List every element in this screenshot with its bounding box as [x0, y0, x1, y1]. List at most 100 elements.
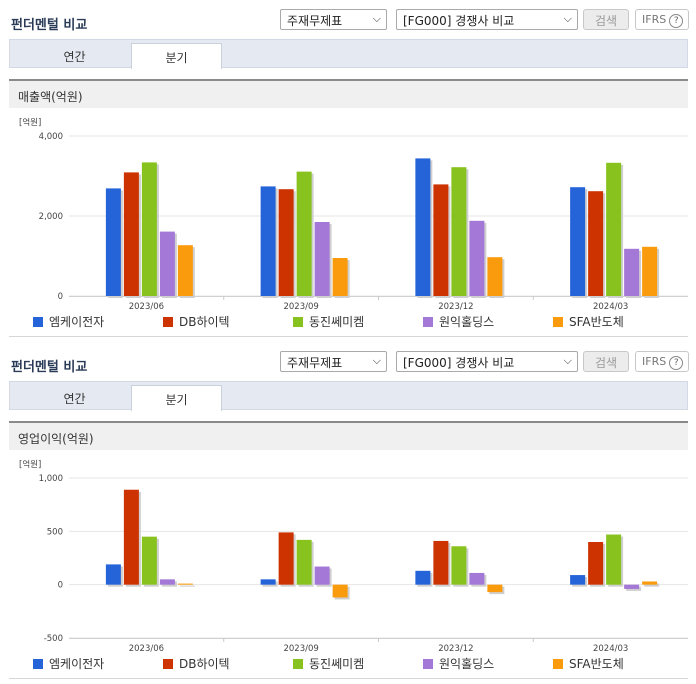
y-tick-label: 4,000: [39, 132, 63, 142]
fundamental-section-1: 펀더멘털 비교 주재무제표 ⌵ [FG000] 경쟁사 비교 ⌵ 검색 IFRS? …: [9, 9, 689, 337]
legend-item[interactable]: DB하이텍: [163, 655, 230, 672]
bar[interactable]: [415, 158, 431, 296]
section-title: 펀더멘털 비교: [11, 360, 88, 375]
x-tick-label: 2023/06: [129, 302, 164, 310]
unit-label: [억원]: [19, 459, 41, 470]
tab-annual[interactable]: 연간: [63, 392, 86, 406]
legend-item[interactable]: SFA반도체: [553, 655, 624, 672]
legend-label: 원익홀딩스: [439, 657, 495, 671]
x-tick-label: 2023/09: [283, 302, 318, 310]
x-tick-label: 2023/09: [283, 644, 318, 652]
legend-swatch: [163, 659, 173, 669]
bar[interactable]: [606, 534, 622, 585]
legend-swatch: [163, 317, 173, 327]
bar[interactable]: [415, 570, 431, 585]
tab-annual[interactable]: 연간: [63, 50, 86, 64]
legend-label: 엠케이전자: [49, 315, 105, 329]
bar[interactable]: [487, 257, 503, 296]
bar[interactable]: [177, 245, 193, 296]
legend-item[interactable]: 원익홀딩스: [423, 313, 494, 330]
bar[interactable]: [105, 188, 121, 296]
legend-label: 원익홀딩스: [439, 315, 495, 329]
bar[interactable]: [177, 583, 193, 585]
legend-item[interactable]: 엠케이전자: [33, 655, 104, 672]
bar[interactable]: [469, 572, 485, 585]
legend-item[interactable]: 동진쎄미켐: [293, 313, 364, 330]
legend-item[interactable]: SFA반도체: [553, 313, 624, 330]
y-tick-label: 0: [58, 581, 63, 591]
bar[interactable]: [624, 248, 640, 296]
bar[interactable]: [451, 167, 467, 296]
bar[interactable]: [642, 246, 658, 296]
chevron-down-icon: ⌵: [372, 12, 381, 25]
bar[interactable]: [296, 171, 312, 296]
legend-swatch: [293, 659, 303, 669]
bar[interactable]: [260, 186, 276, 296]
bar[interactable]: [588, 542, 604, 585]
chart-legend: 엠케이전자 DB하이텍 동진쎄미켐 원익홀딩스 SFA반도체: [9, 653, 688, 673]
bar[interactable]: [451, 546, 467, 585]
bar[interactable]: [570, 575, 586, 585]
chevron-down-icon: ⌵: [563, 354, 572, 367]
chart-legend: 엠케이전자 DB하이텍 동진쎄미켐 원익홀딩스 SFA반도체: [9, 311, 688, 331]
x-tick-label: 2023/06: [129, 644, 164, 652]
bar[interactable]: [433, 184, 449, 296]
statement-type-select[interactable]: 주재무제표 ⌵: [280, 351, 387, 372]
chevron-down-icon: ⌵: [563, 12, 572, 25]
bar[interactable]: [487, 584, 503, 593]
legend-swatch: [293, 317, 303, 327]
bar[interactable]: [278, 189, 294, 296]
question-icon: ?: [669, 356, 684, 370]
peer-group-select[interactable]: [FG000] 경쟁사 비교 ⌵: [396, 9, 578, 30]
statement-type-select[interactable]: 주재무제표 ⌵: [280, 9, 387, 30]
fundamental-section-2: 펀더멘털 비교 주재무제표 ⌵ [FG000] 경쟁사 비교 ⌵ 검색 IFRS? …: [0, 342, 696, 684]
bar[interactable]: [332, 258, 348, 296]
search-button[interactable]: 검색: [583, 9, 629, 30]
legend-label: DB하이텍: [179, 315, 230, 329]
bar[interactable]: [123, 489, 139, 585]
divider: [9, 336, 688, 337]
bar[interactable]: [642, 581, 658, 585]
bar[interactable]: [105, 564, 121, 585]
legend-swatch: [423, 317, 433, 327]
bar[interactable]: [570, 187, 586, 296]
bar[interactable]: [159, 579, 175, 585]
ifrs-help-button[interactable]: IFRS?: [635, 351, 689, 372]
panel-title: 매출액(억원): [9, 79, 688, 108]
legend-label: DB하이텍: [179, 657, 230, 671]
x-tick-label: 2023/12: [438, 644, 473, 652]
bar[interactable]: [433, 540, 449, 585]
bar[interactable]: [141, 162, 157, 296]
legend-item[interactable]: 원익홀딩스: [423, 655, 494, 672]
operating-profit-chart: [억원] -500 0 500 1,000 2023/06 2023/09 2023/12 20…: [19, 459, 688, 652]
bar[interactable]: [332, 584, 348, 598]
legend-label: 동진쎄미켐: [309, 657, 365, 671]
bar[interactable]: [278, 532, 294, 585]
x-tick-label: 2023/12: [438, 302, 473, 310]
bar[interactable]: [314, 222, 330, 296]
bar[interactable]: [588, 191, 604, 296]
bar[interactable]: [314, 566, 330, 585]
bar[interactable]: [606, 162, 622, 296]
bar-shadow: [644, 583, 660, 587]
bar[interactable]: [260, 579, 276, 585]
legend-swatch: [33, 317, 43, 327]
legend-swatch: [33, 659, 43, 669]
legend-item[interactable]: 엠케이전자: [33, 313, 104, 330]
legend-item[interactable]: DB하이텍: [163, 313, 230, 330]
ifrs-help-button[interactable]: IFRS?: [635, 9, 689, 30]
bar[interactable]: [296, 539, 312, 585]
bar[interactable]: [141, 536, 157, 585]
bar[interactable]: [624, 584, 640, 589]
divider: [9, 678, 688, 679]
bar[interactable]: [159, 231, 175, 296]
tab-quarterly[interactable]: 분기: [131, 43, 222, 69]
bar[interactable]: [123, 172, 139, 296]
search-button[interactable]: 검색: [583, 351, 629, 372]
bar-shadow: [179, 585, 195, 587]
tab-quarterly[interactable]: 분기: [131, 385, 222, 411]
unit-label: [억원]: [19, 117, 41, 128]
legend-item[interactable]: 동진쎄미켐: [293, 655, 364, 672]
peer-group-select[interactable]: [FG000] 경쟁사 비교 ⌵: [396, 351, 578, 372]
bar[interactable]: [469, 220, 485, 296]
